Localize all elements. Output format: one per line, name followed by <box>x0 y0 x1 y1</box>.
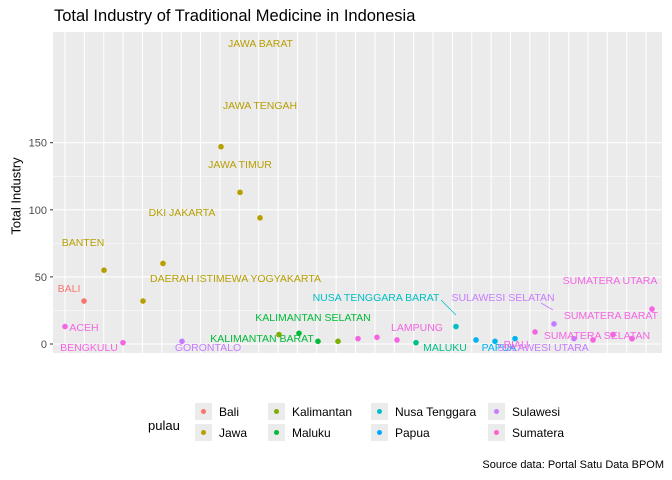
data-point <box>315 338 321 345</box>
legend-label: Nusa Tenggara <box>395 405 477 419</box>
legend-key <box>268 403 285 420</box>
legend: pulau Bali Jawa Kalimantan Maluku Nusa Tengg… <box>0 398 672 448</box>
data-point <box>335 338 341 345</box>
data-point <box>394 337 400 343</box>
point-label: ACEH <box>69 322 98 334</box>
point-label: DKI JAKARTA <box>149 207 216 219</box>
data-point <box>571 335 577 342</box>
point-label: SUMATERA BARAT <box>564 310 659 322</box>
legend-key <box>488 424 505 441</box>
data-point <box>218 143 224 150</box>
point-label: NUSA TENGGARA BARAT <box>313 292 440 304</box>
point-label: JAWA TIMUR <box>208 159 272 171</box>
legend-marker-icon <box>201 409 206 414</box>
data-point <box>120 339 126 346</box>
legend-marker-icon <box>494 409 499 414</box>
legend-label: Sulawesi <box>512 405 561 419</box>
data-point <box>512 335 518 342</box>
legend-label: Bali <box>219 405 240 419</box>
label-leader-line <box>440 299 457 316</box>
data-point <box>492 338 498 345</box>
legend-key <box>371 403 388 420</box>
data-point <box>453 323 459 330</box>
data-point <box>590 337 596 343</box>
legend-marker-icon <box>274 409 279 414</box>
point-label: JAWA BARAT <box>228 38 294 50</box>
legend-label: Sumatera <box>512 426 565 440</box>
chart-title: Total Industry of Traditional Medicine i… <box>54 7 416 25</box>
legend-key <box>195 403 212 420</box>
point-label: JAWA TENGAH <box>223 100 297 112</box>
legend-label: Maluku <box>292 426 331 440</box>
point-label: SULAWESI SELATAN <box>451 292 554 304</box>
point-label: DAERAH ISTIMEWA YOGYAKARTA <box>150 273 321 285</box>
point-label: MALUKU <box>423 342 467 354</box>
point-label: SUMATERA UTARA <box>563 275 658 287</box>
legend-label: Papua <box>395 426 430 440</box>
data-point <box>140 298 146 304</box>
data-point <box>179 338 185 345</box>
data-point <box>62 323 68 330</box>
legend-marker-icon <box>377 409 382 414</box>
data-point <box>101 267 107 273</box>
legend-label: Kalimantan <box>292 405 353 419</box>
source-caption: Source data: Portal Satu Data BPOM <box>482 459 664 471</box>
point-label: BANTEN <box>62 237 105 249</box>
point-label: GORONTALO <box>175 342 241 354</box>
data-point <box>610 331 616 338</box>
y-tick-label: 150 <box>29 138 47 150</box>
point-label: BENGKULU <box>60 342 118 354</box>
label-leader-line <box>540 302 554 311</box>
legend-marker-icon <box>274 430 279 435</box>
point-label: KALIMANTAN SELATAN <box>255 312 371 324</box>
scatter-plot: 0 50 100 150 BALI BANTEN DAERAH ISTIMEWA YOGYA… <box>29 32 662 354</box>
legend-marker-icon <box>494 430 499 435</box>
point-label: SUMATERA SELATAN <box>544 330 650 342</box>
data-point <box>355 335 361 342</box>
y-tick-label: 100 <box>29 205 47 217</box>
legend-title: pulau <box>148 418 180 433</box>
data-point <box>649 306 655 312</box>
data-point <box>551 321 557 327</box>
point-label: BALI <box>58 283 81 295</box>
data-point <box>374 334 380 341</box>
legend-label: Jawa <box>219 426 248 440</box>
point-label: RIAU <box>503 339 528 351</box>
data-point <box>296 330 302 337</box>
data-point <box>473 337 479 343</box>
data-point <box>413 339 419 346</box>
legend-marker-icon <box>377 430 382 435</box>
point-label: SULAWESI UTARA <box>497 342 589 354</box>
point-label: PAPUA <box>482 342 517 354</box>
legend-key <box>268 424 285 441</box>
data-point <box>629 335 635 342</box>
plot-panel <box>53 32 662 353</box>
y-tick-label: 0 <box>41 339 47 351</box>
legend-key <box>371 424 388 441</box>
legend-key <box>488 403 505 420</box>
legend-marker-icon <box>201 430 206 435</box>
data-point <box>81 298 87 304</box>
y-tick-label: 50 <box>35 272 47 284</box>
data-point <box>237 189 243 196</box>
point-label: KALIMANTAN BARAT <box>210 333 314 345</box>
data-point <box>276 331 282 338</box>
legend-key <box>195 424 212 441</box>
data-point <box>257 215 263 221</box>
data-point <box>532 329 538 335</box>
data-point <box>160 260 166 267</box>
point-label: LAMPUNG <box>391 322 443 334</box>
